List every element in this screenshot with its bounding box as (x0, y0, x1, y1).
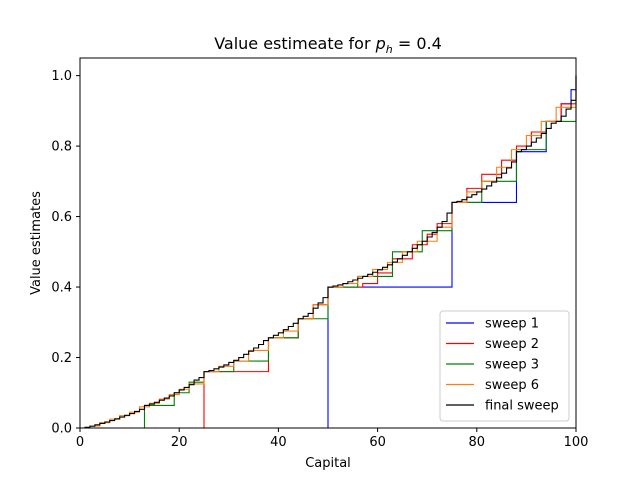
y-tick-label: 1.0 (51, 69, 72, 84)
y-tick-label: 0.2 (51, 351, 72, 366)
legend: sweep 1 sweep 2 sweep 3 sweep 6 final sweep (439, 310, 570, 422)
y-axis-label: Value estimates (29, 191, 44, 295)
legend-label: sweep 3 (485, 358, 539, 373)
x-tick-label: 20 (171, 435, 188, 450)
x-tick-label: 40 (270, 435, 287, 450)
x-axis: 0 20 40 60 80 100 (76, 428, 589, 450)
legend-label: final sweep (485, 399, 559, 414)
chart-title-rest: = 0.4 (393, 34, 442, 53)
x-tick-label: 0 (76, 435, 84, 450)
legend-label: sweep 6 (485, 378, 539, 393)
chart-title-subscript: h (386, 43, 393, 56)
series-line-sweep-1 (80, 75, 577, 429)
legend-box (439, 310, 570, 422)
y-tick-label: 0.0 (51, 422, 72, 437)
y-axis: 0.0 0.2 0.4 0.6 0.8 1.0 (51, 69, 80, 437)
x-tick-label: 80 (469, 435, 486, 450)
x-tick-label: 60 (369, 435, 386, 450)
axes-frame (79, 57, 577, 429)
chart-title: Value estimeate for ph = 0.4 (214, 34, 442, 56)
chart-title-math: p (375, 34, 386, 53)
chart-title-text: Value estimeate for (214, 34, 375, 53)
series-line-final-sweep (80, 75, 577, 429)
y-tick-label: 0.8 (51, 140, 72, 155)
y-tick-label: 0.6 (51, 210, 72, 225)
x-tick-label: 100 (564, 435, 589, 450)
series-layer (80, 75, 577, 429)
x-axis-label: Capital (305, 456, 351, 471)
y-tick-label: 0.4 (51, 281, 72, 296)
legend-label: sweep 1 (485, 317, 539, 332)
legend-label: sweep 2 (485, 337, 539, 352)
